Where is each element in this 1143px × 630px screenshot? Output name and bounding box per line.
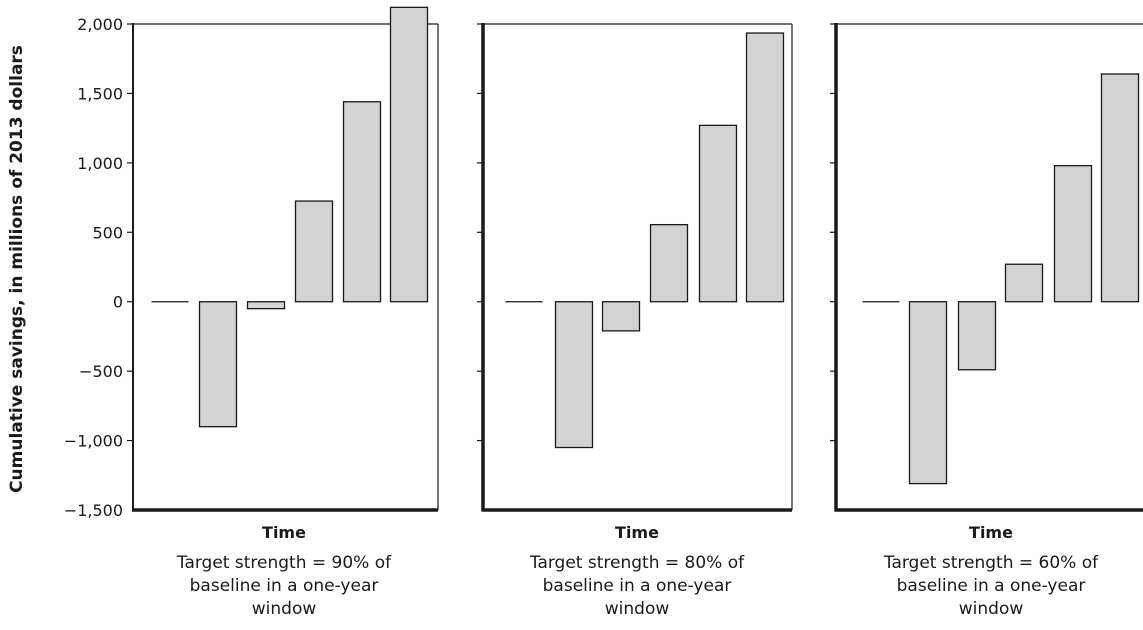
panel-1-bar-3 [246,301,286,310]
panel-3-bar-3 [957,301,997,371]
panel-1-bar-5 [342,101,382,303]
panel-1-bar-2 [198,301,238,428]
panel-1-caption-line: window [252,599,317,619]
panel-2-bar-4 [649,223,689,303]
panel-3-bar-6 [1100,73,1140,303]
panel-2-bar-5 [698,124,738,303]
panel-2-caption-line: Target strength = 80% of [529,553,745,573]
panel-1-bar-6 [389,6,429,303]
panel-3-caption-line: baseline in a one-year [897,576,1086,596]
y-tick-label: −1,000 [64,432,123,451]
y-tick-label: 0 [113,293,123,312]
y-axis-title: Cumulative savings, in millions of 2013 … [7,45,27,493]
y-tick-label: 2,000 [77,15,123,34]
y-tick-label: 1,000 [77,154,123,173]
panel-3-bar-5 [1053,164,1093,303]
panel-1-caption-line: Target strength = 90% of [176,553,392,573]
panel-2-bar-3 [601,301,641,332]
panel-3-bar-4 [1004,263,1044,303]
panel-2-bar-2 [554,301,594,449]
panel-3-x-label: Time [969,523,1013,542]
y-tick-label: 500 [92,223,123,242]
panel-2-caption-line: baseline in a one-year [543,576,732,596]
panel-3-bar-2 [908,301,948,485]
y-tick-label: −500 [79,362,123,381]
panel-2-bar-6 [745,32,785,303]
y-tick-label: −1,500 [64,501,123,520]
panel-2-caption-line: window [605,599,670,619]
panel-3-caption-line: window [959,599,1024,619]
panel-2-x-label: Time [615,523,659,542]
panel-1-x-label: Time [262,523,306,542]
y-tick-label: 1,500 [77,84,123,103]
panel-1-bar-4 [294,200,334,303]
panel-3-caption-line: Target strength = 60% of [883,553,1099,573]
panel-1-caption-line: baseline in a one-year [190,576,379,596]
